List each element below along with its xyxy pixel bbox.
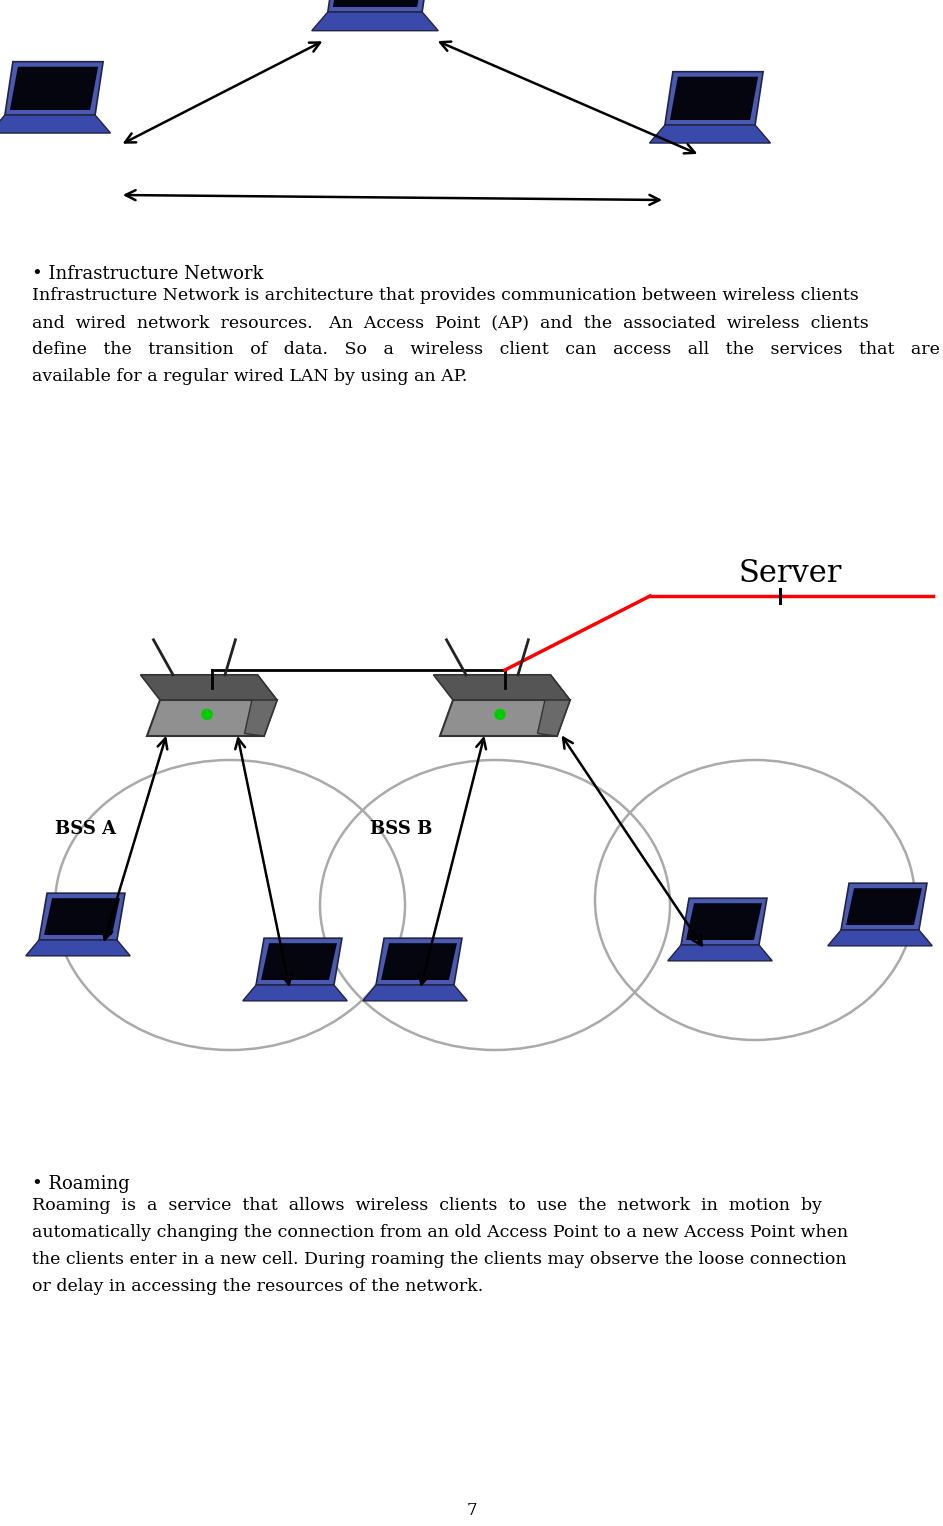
Polygon shape (665, 72, 763, 125)
Polygon shape (244, 674, 277, 736)
Text: automatically changing the connection from an old Access Point to a new Access P: automatically changing the connection fr… (32, 1224, 848, 1241)
Polygon shape (363, 984, 467, 1001)
Polygon shape (841, 884, 927, 929)
Text: Roaming  is  a  service  that  allows  wireless  clients  to  use  the  network : Roaming is a service that allows wireles… (32, 1196, 822, 1215)
Text: available for a regular wired LAN by using an AP.: available for a regular wired LAN by usi… (32, 368, 468, 385)
Polygon shape (687, 903, 762, 940)
Polygon shape (5, 61, 103, 114)
Polygon shape (256, 938, 342, 984)
Circle shape (202, 710, 212, 719)
Polygon shape (141, 674, 277, 700)
Polygon shape (39, 893, 125, 940)
Polygon shape (440, 700, 570, 736)
Text: the clients enter in a new cell. During roaming the clients may observe the loos: the clients enter in a new cell. During … (32, 1251, 847, 1268)
Text: or delay in accessing the resources of the network.: or delay in accessing the resources of t… (32, 1277, 483, 1296)
Polygon shape (328, 0, 430, 12)
Polygon shape (0, 114, 110, 133)
Polygon shape (44, 899, 120, 935)
Text: Infrastructure Network is architecture that provides communication between wirel: Infrastructure Network is architecture t… (32, 287, 859, 304)
Text: • Roaming: • Roaming (32, 1175, 130, 1193)
Text: BSS B: BSS B (370, 819, 433, 838)
Polygon shape (828, 929, 933, 946)
Text: 7: 7 (466, 1502, 477, 1518)
Polygon shape (147, 700, 277, 736)
Polygon shape (242, 984, 347, 1001)
Polygon shape (434, 674, 570, 700)
Text: • Infrastructure Network: • Infrastructure Network (32, 266, 263, 282)
Polygon shape (670, 76, 758, 121)
Polygon shape (681, 899, 767, 945)
Polygon shape (846, 888, 922, 925)
Polygon shape (538, 674, 570, 736)
Polygon shape (25, 940, 130, 955)
Circle shape (495, 710, 505, 719)
Polygon shape (312, 12, 438, 31)
Text: BSS A: BSS A (55, 819, 116, 838)
Text: and  wired  network  resources.   An  Access  Point  (AP)  and  the  associated : and wired network resources. An Access P… (32, 314, 869, 331)
Polygon shape (650, 125, 770, 143)
Polygon shape (668, 945, 772, 961)
Polygon shape (9, 67, 98, 110)
Text: Server: Server (738, 559, 842, 589)
Text: define   the   transition   of   data.   So   a   wireless   client   can   acce: define the transition of data. So a wire… (32, 340, 940, 359)
Polygon shape (381, 943, 457, 980)
Polygon shape (376, 938, 462, 984)
Polygon shape (333, 0, 425, 8)
Polygon shape (261, 943, 337, 980)
